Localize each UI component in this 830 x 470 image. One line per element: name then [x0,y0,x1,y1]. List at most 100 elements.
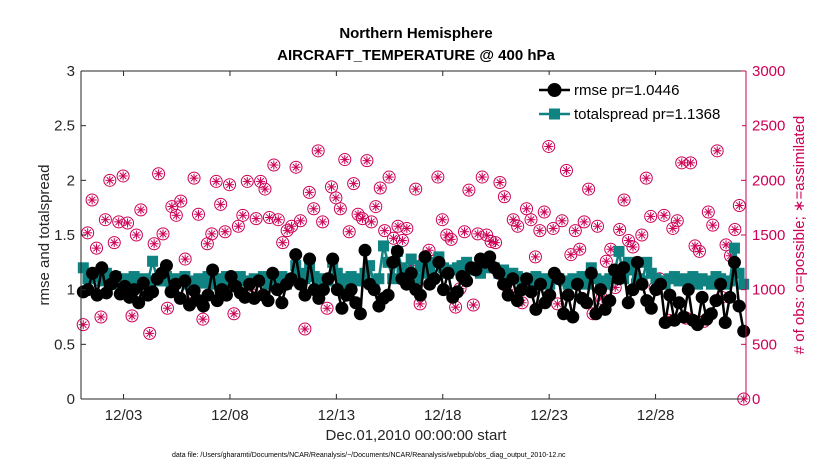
obs-marker [644,209,658,223]
rmse-point [529,302,543,316]
y2-tick-label: 2000 [752,172,785,189]
obs-marker [387,231,401,245]
obs-marker [209,174,223,188]
obs-marker [320,301,334,315]
obs-marker [298,322,312,336]
legend: rmse pr=1.0446 totalspread pr=1.1368 [532,75,742,127]
rmse-point [224,270,238,284]
rmse-point [533,277,547,291]
spread-point [364,260,376,272]
obs-marker [462,183,476,197]
spread-point [290,260,302,272]
obs-marker [573,242,587,256]
obs-marker [143,326,157,340]
obs-marker [582,182,596,196]
spread-point [641,256,653,268]
y2-tick-label: 500 [752,336,777,353]
y-tick-label: 0 [67,391,75,408]
obs-marker [107,236,121,250]
rmse-point [335,301,349,315]
y2-axis-label: # of obs: o=possible; ∗=assimilated [791,116,808,355]
obs-marker [276,236,290,250]
obs-marker [196,312,210,326]
obs-marker [564,248,578,262]
rmse-point [524,285,538,299]
rmse-point [570,277,584,291]
obs-marker [369,200,383,214]
obs-marker [497,190,511,204]
data-file-note: data file: /Users/gharamti/Documents/NCA… [172,452,566,459]
rmse-point [252,274,266,288]
obs-marker [178,252,192,266]
spread-point [387,273,399,285]
y-tick-label: 0.5 [54,336,75,353]
y-tick-label: 2 [67,172,75,189]
obs-marker [152,167,166,181]
rmse-point [630,255,644,269]
obs-marker [342,225,356,239]
spread-point [147,255,159,267]
obs-marker [710,144,724,158]
rmse-point [709,294,723,308]
rmse-point [450,285,464,299]
x-tick-label: 12/03 [105,407,143,424]
rmse-point [603,294,617,308]
obs-marker [271,213,285,227]
spread-point [613,245,625,257]
spread-point [202,271,214,283]
rmse-point [561,288,575,302]
rmse-point [460,274,474,288]
rmse-point [427,272,441,286]
x-tick-label: 12/13 [318,407,356,424]
obs-marker [285,219,299,233]
rmse-point [136,276,150,290]
obs-marker [94,310,108,324]
obs-marker [431,170,445,184]
rmse-point [349,296,363,310]
obs-marker [520,202,534,216]
obs-marker [732,198,746,212]
rmse-point [723,290,737,304]
rmse-point [704,307,718,321]
spread-point [276,271,288,283]
obs-marker [493,176,507,190]
obs-marker [160,301,174,315]
rmse-point [432,255,446,269]
rmse-point [718,315,732,329]
obs-marker [76,318,90,332]
rmse-point [303,252,317,266]
obs-marker [240,174,254,188]
spread-point [733,267,745,279]
spread-point [405,253,417,265]
obs-marker [506,213,520,227]
obs-marker [129,228,143,242]
rmse-point [566,310,580,324]
obs-marker [103,173,117,187]
obs-marker [617,193,631,207]
rmse-point [293,277,307,291]
rmse-point [367,283,381,297]
obs-marker [639,171,653,185]
legend-spread-marker [549,108,560,120]
rmse-point [413,288,427,302]
rmse-point [727,255,741,269]
rmse-point [316,283,330,297]
rmse-point [506,272,520,286]
obs-marker [262,211,276,225]
rmse-point [275,296,289,310]
rmse-point [663,288,677,302]
obs-marker [701,205,715,219]
spread-point [373,273,385,285]
spread-point [724,275,736,287]
rmse-point [321,272,335,286]
rmse-point [206,263,220,277]
rmse-point [644,301,658,315]
obs-marker [457,225,471,239]
rmse-point [196,299,210,313]
obs-marker [347,177,361,191]
obs-marker [214,197,228,211]
rmse-point [353,307,367,321]
spread-point [377,240,389,252]
rmse-point [552,272,566,286]
y-axis-label: rmse and totalspread [36,165,53,306]
